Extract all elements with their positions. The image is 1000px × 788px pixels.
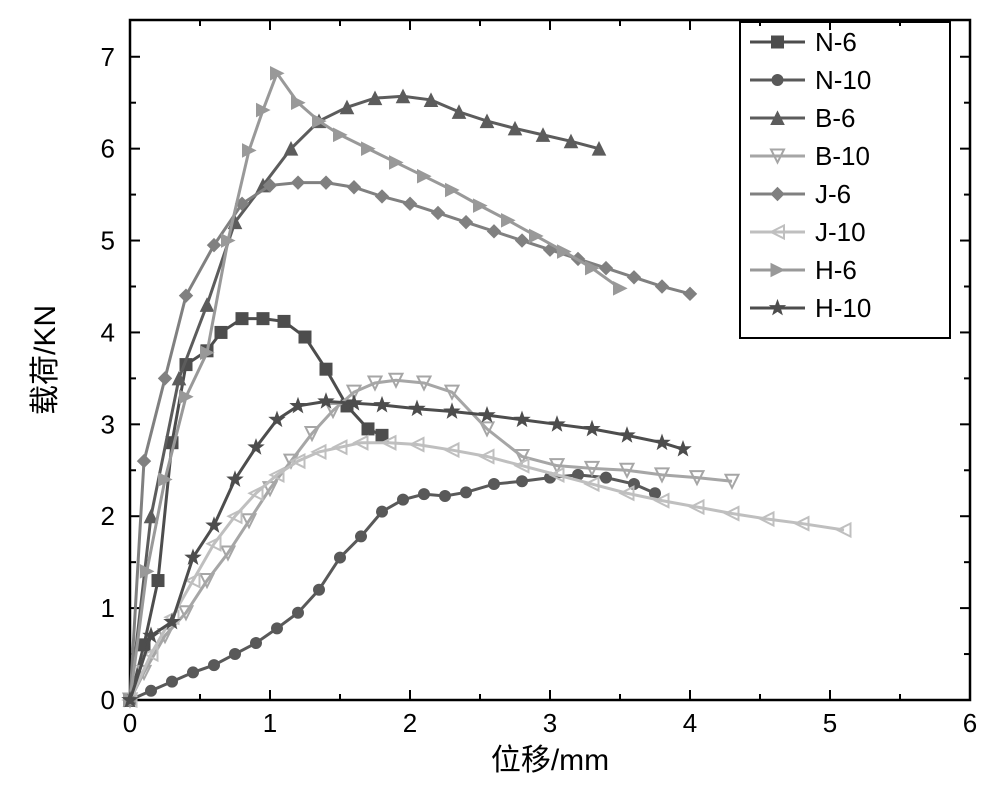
line-chart: 0 1 2 3 4 5 6 0 1 2 3 4 5 6 7 位移/mm 载荷/KN N-6 N-10 B-6 B-10 J… — [0, 0, 1000, 788]
svg-text:0: 0 — [101, 685, 115, 715]
svg-text:6: 6 — [101, 134, 115, 164]
legend-item-H-10: H-10 — [750, 293, 871, 323]
svg-text:位移/mm: 位移/mm — [491, 744, 609, 777]
svg-text:4: 4 — [683, 708, 697, 738]
svg-text:J-10: J-10 — [815, 217, 866, 247]
svg-text:4: 4 — [101, 317, 115, 347]
svg-text:5: 5 — [101, 226, 115, 256]
svg-text:0: 0 — [123, 708, 137, 738]
svg-text:5: 5 — [823, 708, 837, 738]
series-J-6 — [124, 176, 697, 706]
svg-text:载荷/KN: 载荷/KN — [29, 305, 62, 415]
svg-text:B-10: B-10 — [815, 141, 870, 171]
svg-text:3: 3 — [101, 409, 115, 439]
legend-item-J-6: J-6 — [750, 179, 851, 209]
legend-item-B-10: B-10 — [750, 141, 870, 171]
legend-item-N-10: N-10 — [750, 65, 871, 95]
series-B-6 — [124, 90, 606, 707]
legend-item-H-6: H-6 — [750, 255, 857, 285]
legend-item-N-6: N-6 — [750, 27, 857, 57]
svg-text:1: 1 — [263, 708, 277, 738]
series-H-10 — [123, 394, 691, 707]
svg-text:1: 1 — [101, 593, 115, 623]
svg-text:J-6: J-6 — [815, 179, 851, 209]
svg-text:N-6: N-6 — [815, 27, 857, 57]
series-N-10 — [125, 469, 661, 705]
svg-text:6: 6 — [963, 708, 977, 738]
svg-text:2: 2 — [403, 708, 417, 738]
svg-text:H-6: H-6 — [815, 255, 857, 285]
svg-text:3: 3 — [543, 708, 557, 738]
svg-text:2: 2 — [101, 501, 115, 531]
chart-container: 0 1 2 3 4 5 6 0 1 2 3 4 5 6 7 位移/mm 载荷/KN N-6 N-10 B-6 B-10 J… — [0, 0, 1000, 788]
svg-text:N-10: N-10 — [815, 65, 871, 95]
svg-text:B-6: B-6 — [815, 103, 855, 133]
svg-text:H-10: H-10 — [815, 293, 871, 323]
series-H-6 — [124, 67, 627, 707]
legend-item-J-10: J-10 — [750, 217, 866, 247]
legend-item-B-6: B-6 — [750, 103, 855, 133]
svg-text:7: 7 — [101, 42, 115, 72]
